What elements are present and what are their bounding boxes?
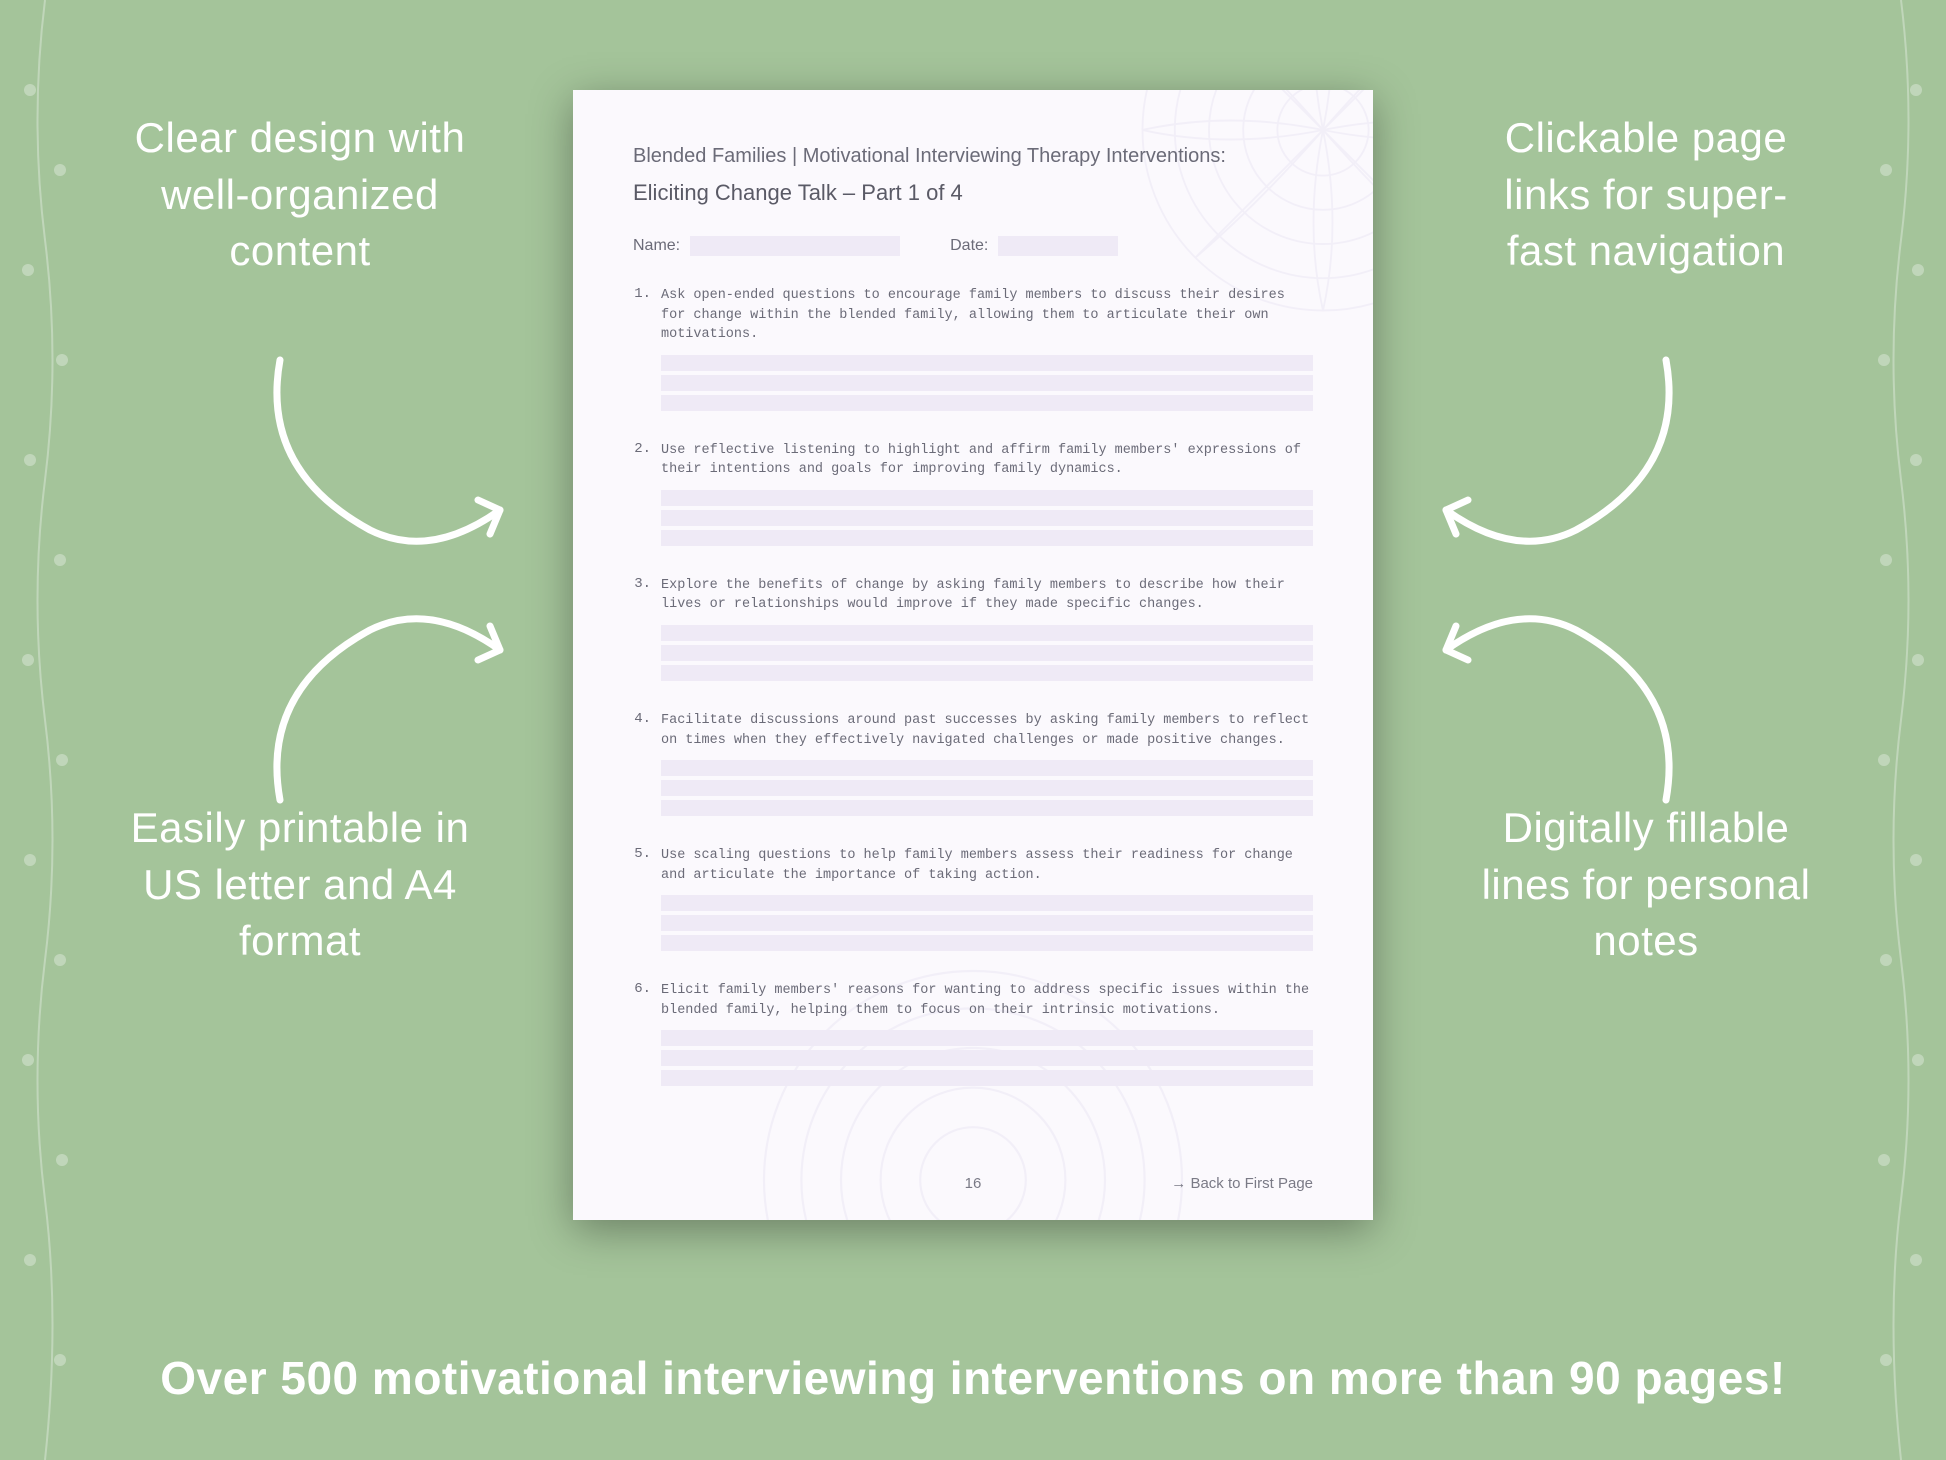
fill-line[interactable]: [661, 1030, 1313, 1046]
item-text: Elicit family members' reasons for wanti…: [661, 981, 1313, 1020]
item-number: 2.: [633, 441, 651, 550]
list-item: 1. Ask open-ended questions to encourage…: [633, 286, 1313, 415]
fill-line[interactable]: [661, 935, 1313, 951]
fill-line[interactable]: [661, 510, 1313, 526]
date-field[interactable]: [998, 236, 1118, 256]
fill-line[interactable]: [661, 760, 1313, 776]
callout-top-right: Clickable page links for super-fast navi…: [1476, 110, 1816, 280]
arrow-bottom-right: [1416, 590, 1696, 810]
fill-line[interactable]: [661, 1050, 1313, 1066]
fill-line[interactable]: [661, 395, 1313, 411]
fill-line[interactable]: [661, 530, 1313, 546]
arrow-top-left: [250, 350, 530, 570]
fill-line[interactable]: [661, 895, 1313, 911]
arrow-top-right: [1416, 350, 1696, 570]
item-number: 4.: [633, 711, 651, 820]
fill-line[interactable]: [661, 1070, 1313, 1086]
bottom-banner: Over 500 motivational interviewing inter…: [0, 1351, 1946, 1405]
fill-line[interactable]: [661, 800, 1313, 816]
arrow-bottom-left: [250, 590, 530, 810]
item-number: 6.: [633, 981, 651, 1090]
item-text: Use scaling questions to help family mem…: [661, 846, 1313, 885]
back-to-first-page-link[interactable]: → Back to First Page: [1171, 1175, 1313, 1192]
vine-decoration-right: [1856, 0, 1946, 1460]
items-list: 1. Ask open-ended questions to encourage…: [633, 286, 1313, 1090]
item-number: 1.: [633, 286, 651, 415]
fill-line[interactable]: [661, 490, 1313, 506]
list-item: 5. Use scaling questions to help family …: [633, 846, 1313, 955]
fill-line[interactable]: [661, 645, 1313, 661]
fill-line[interactable]: [661, 915, 1313, 931]
item-text: Explore the benefits of change by asking…: [661, 576, 1313, 615]
vine-decoration-left: [0, 0, 90, 1460]
fill-line[interactable]: [661, 665, 1313, 681]
list-item: 6. Elicit family members' reasons for wa…: [633, 981, 1313, 1090]
callout-bottom-left: Easily printable in US letter and A4 for…: [130, 800, 470, 970]
page-subtitle: Eliciting Change Talk – Part 1 of 4: [633, 180, 1313, 206]
name-field[interactable]: [690, 236, 900, 256]
item-number: 5.: [633, 846, 651, 955]
item-number: 3.: [633, 576, 651, 685]
list-item: 3. Explore the benefits of change by ask…: [633, 576, 1313, 685]
page-number: 16: [965, 1175, 982, 1192]
list-item: 4. Facilitate discussions around past su…: [633, 711, 1313, 820]
item-text: Ask open-ended questions to encourage fa…: [661, 286, 1313, 345]
fill-line[interactable]: [661, 780, 1313, 796]
name-label: Name:: [633, 237, 680, 255]
worksheet-page: Blended Families | Motivational Intervie…: [573, 90, 1373, 1220]
item-text: Facilitate discussions around past succe…: [661, 711, 1313, 750]
fill-line[interactable]: [661, 625, 1313, 641]
name-date-row: Name: Date:: [633, 236, 1313, 256]
page-footer: 16 → Back to First Page: [633, 1175, 1313, 1192]
callout-bottom-right: Digitally fillable lines for personal no…: [1476, 800, 1816, 970]
page-title: Blended Families | Motivational Intervie…: [633, 145, 1313, 168]
fill-line[interactable]: [661, 375, 1313, 391]
list-item: 2. Use reflective listening to highlight…: [633, 441, 1313, 550]
fill-line[interactable]: [661, 355, 1313, 371]
item-text: Use reflective listening to highlight an…: [661, 441, 1313, 480]
callout-top-left: Clear design with well-organized content: [130, 110, 470, 280]
date-label: Date:: [950, 237, 988, 255]
